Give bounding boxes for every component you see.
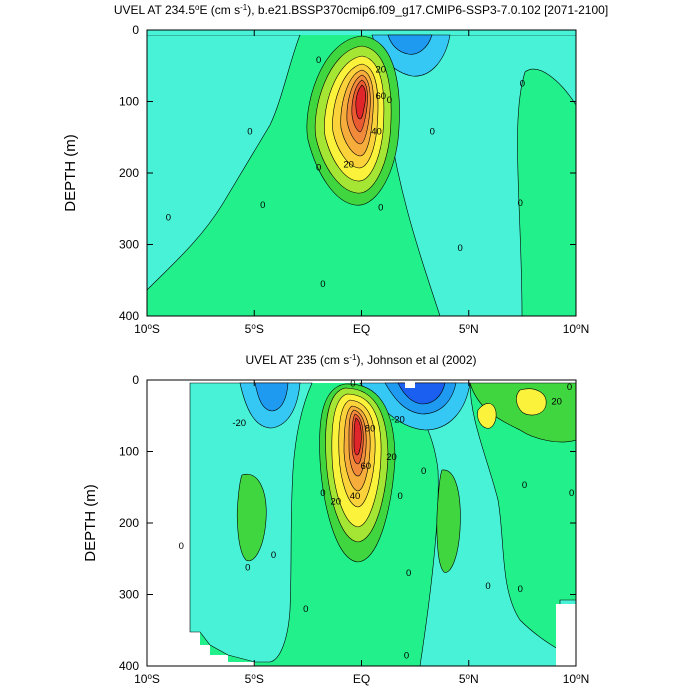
y-tick-label: 100 — [119, 95, 139, 109]
contour-label: 40 — [371, 127, 382, 138]
missing-data-2 — [556, 604, 576, 666]
contour-label: 0 — [518, 198, 523, 209]
contour-label: 0 — [406, 568, 411, 579]
contour-label: 0 — [166, 212, 171, 223]
title-rest: ), Johnson et al (2002) — [356, 353, 476, 367]
panel-top-contour-labels: 0 20 60 40 20 0 0 0 0 0 0 0 0 0 0 0 — [166, 55, 525, 290]
title-exponent: -1 — [349, 353, 357, 362]
x-tick-label: 10oN — [563, 322, 589, 336]
contour-label: 0 — [271, 550, 276, 561]
contour-label: 0 — [320, 488, 325, 499]
contour-label: 0 — [421, 466, 426, 477]
x-tick-label: 10oN — [563, 672, 589, 686]
contour-label: 0 — [260, 200, 265, 211]
contour-label: 0 — [303, 604, 308, 615]
panel-bottom-field — [189, 380, 576, 666]
x-tick-label: 5oS — [245, 322, 264, 336]
contour-label: 0 — [430, 127, 435, 138]
title-exponent: -1 — [240, 3, 248, 12]
contour-label: 0 — [316, 55, 321, 66]
contour-label: 0 — [567, 382, 572, 393]
contour-label: 0 — [316, 162, 321, 173]
y-tick-label: 0 — [132, 23, 139, 37]
undercurrent-core — [319, 383, 396, 563]
deep-patch-2 — [436, 469, 461, 573]
panel-top-title: UVEL AT 234.5oE (cm s-1), b.e21.BSSP370c… — [114, 3, 608, 17]
surface-jet-2 — [387, 34, 433, 55]
contour-label: 60 — [376, 91, 387, 102]
contour-label: 20 — [386, 452, 397, 463]
contour-label: 0 — [247, 127, 252, 138]
panel-top-field — [147, 30, 576, 316]
panel-bottom-title: UVEL AT 235 (cm s-1), Johnson et al (200… — [245, 353, 476, 367]
x-tick-label: 10oS — [134, 672, 160, 686]
title-unit: E (cm s — [199, 3, 240, 17]
contour-label: 0 — [245, 562, 250, 573]
panel-bottom-y-label: DEPTH (m) — [82, 484, 99, 562]
contour-label: 0 — [404, 650, 409, 661]
contour-label: 0 — [458, 243, 463, 254]
y-tick-label: 400 — [119, 659, 139, 673]
panel-bottom: UVEL AT 235 (cm s-1), Johnson et al (200… — [82, 353, 589, 686]
title-degree: o — [195, 3, 200, 12]
x-tick-label: EQ — [353, 322, 370, 336]
surface-jet-west-core — [254, 382, 289, 412]
surface-jet-3 — [397, 382, 446, 405]
panel-bottom-contour-labels: -20 0 80 20 40 60 20 -20 20 0 0 0 0 0 0 0 0 0 0 0 0 0 0 — [179, 379, 575, 662]
eastward-patch-north-2 — [477, 403, 497, 429]
panel-top: UVEL AT 234.5oE (cm s-1), b.e21.BSSP370c… — [62, 3, 608, 336]
y-tick-label: 300 — [119, 238, 139, 252]
contour-label: 0 — [320, 279, 325, 290]
contour-label: -20 — [232, 418, 246, 429]
contour-label: 20 — [376, 64, 387, 75]
y-tick-label: 200 — [119, 166, 139, 180]
contour-label: 0 — [522, 480, 527, 491]
contour-label: 60 — [361, 461, 372, 472]
contour-label: 0 — [179, 541, 184, 552]
x-tick-label: EQ — [353, 672, 370, 686]
contour-label: 80 — [365, 424, 376, 435]
contour-label: 0 — [520, 79, 525, 90]
eastward-patch-north-3 — [516, 388, 547, 416]
contour-label: 40 — [350, 491, 361, 502]
undercurrent-core — [306, 35, 400, 206]
westward-band-south — [147, 34, 301, 291]
panel-top-y-label: DEPTH (m) — [62, 134, 79, 212]
contour-label: 0 — [518, 584, 523, 595]
y-tick-label: 200 — [119, 516, 139, 530]
x-tick-label: 5oS — [245, 672, 264, 686]
contour-label: 0 — [387, 95, 392, 106]
contour-label: 0 — [397, 491, 402, 502]
contour-label: 20 — [551, 396, 562, 407]
x-tick-label: 5oN — [459, 672, 479, 686]
x-tick-label: 5oN — [459, 322, 479, 336]
y-tick-label: 100 — [119, 445, 139, 459]
contour-label: 0 — [378, 202, 383, 213]
contour-label: 0 — [569, 488, 574, 499]
deep-patch-1 — [236, 473, 267, 562]
title-main: UVEL AT 235 (cm s — [245, 353, 349, 367]
missing-data-1 — [405, 380, 415, 388]
contour-label: 20 — [330, 497, 341, 508]
contour-label: 20 — [343, 159, 354, 170]
x-tick-label: 10oS — [134, 322, 160, 336]
y-tick-label: 300 — [119, 588, 139, 602]
contour-label: 0 — [485, 581, 490, 592]
title-main: UVEL AT 234.5 — [114, 3, 195, 17]
y-tick-label: 0 — [132, 373, 139, 387]
title-rest: ), b.e21.BSSP370cmip6.f09_g17.CMIP6-SSP3… — [247, 3, 608, 17]
y-tick-label: 400 — [119, 309, 139, 323]
contour-label: 0 — [350, 379, 355, 390]
contour-label: -20 — [391, 414, 405, 425]
